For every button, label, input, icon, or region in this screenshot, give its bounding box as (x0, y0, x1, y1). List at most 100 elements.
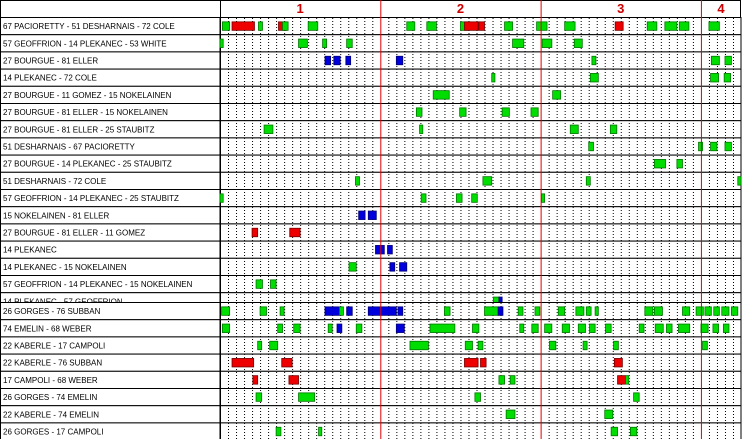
row-label: 74 EMELIN - 68 WEBER (3, 324, 92, 333)
shift-bar-even (219, 193, 224, 203)
shift-bar-even (346, 38, 353, 48)
shift-bar-even (269, 340, 279, 351)
shift-bar-even (279, 306, 285, 316)
shift-bar-even (591, 55, 597, 66)
row-label: 22 KABERLE - 76 SUBBAN (3, 359, 102, 368)
shift-bar-even (541, 38, 553, 48)
shift-bar-even (474, 392, 481, 402)
shift-bar-even (541, 193, 546, 203)
shift-bar-even (429, 323, 456, 333)
shift-bar-even (471, 193, 478, 203)
row-label: 67 PACIORETTY - 51 DESHARNAIS - 72 COLE (3, 22, 175, 31)
row-plot-cell (220, 137, 742, 156)
shift-bar-even (531, 323, 539, 333)
shift-bar-pk (252, 375, 259, 385)
shift-bar-even (698, 141, 703, 152)
shift-bar-even (723, 73, 731, 83)
shift-bar-even (270, 279, 277, 289)
shift-bar-even (737, 176, 742, 186)
shift-bar-even (724, 55, 732, 66)
shift-bar-even (222, 21, 231, 31)
shift-bar-even (676, 159, 683, 169)
shift-bar-even (498, 375, 505, 385)
shift-bar-even (708, 21, 720, 31)
shift-bar-even (339, 306, 344, 316)
shift-bar-pp (395, 55, 404, 66)
row-plot-cell (220, 51, 742, 70)
shift-bar-even (456, 193, 463, 203)
shift-bar-pk (464, 21, 479, 31)
shift-bar-even (504, 21, 513, 31)
shift-bar-even (275, 426, 282, 437)
shift-bar-pp (375, 245, 385, 255)
shift-bar-even (605, 323, 612, 333)
row-label: 57 GEOFFRION - 14 PLEKANEC - 15 NOKELAIN… (3, 280, 193, 289)
shift-bar-pk (289, 227, 301, 238)
shift-bar-even (549, 340, 557, 351)
row-plot-cell (220, 171, 742, 191)
row-label: 26 GORGES - 74 EMELIN (3, 393, 97, 402)
row-plot-cell (220, 240, 742, 259)
shift-bar-even (519, 323, 525, 333)
shift-bar-pk (614, 21, 624, 31)
shift-bar-pp (497, 306, 504, 316)
row-plot-cell (220, 405, 742, 424)
row-plot-cell (220, 68, 742, 87)
row-label: 26 GORGES - 76 SUBBAN (3, 307, 101, 316)
period-label-4: 4 (717, 1, 725, 16)
shift-bar-even (654, 323, 664, 333)
shift-bar-even (629, 426, 638, 437)
shift-bar-even (710, 55, 720, 66)
shift-bar-even (588, 141, 594, 152)
shift-bar-even (530, 107, 539, 117)
shift-bar-even (678, 21, 690, 31)
shift-bar-even (585, 306, 592, 316)
shift-bar-even (534, 306, 541, 316)
line-group-1: 67 PACIORETTY - 51 DESHARNAIS - 72 COLE 5… (0, 17, 742, 328)
row-plot-cell (220, 120, 742, 139)
shift-bar-even (730, 306, 739, 316)
shift-bar-even (432, 90, 450, 100)
shift-bar-pp (333, 55, 341, 66)
shift-bar-even (491, 73, 496, 83)
shift-bar-even (444, 306, 451, 316)
shift-bar-even (704, 306, 712, 316)
period-label-3: 3 (617, 1, 624, 16)
shift-bar-even (654, 159, 667, 169)
shift-bar-even (625, 375, 630, 385)
shift-bar-even (257, 340, 263, 351)
shift-bar-even (509, 375, 516, 385)
row-plot-cell (220, 302, 742, 321)
shift-bar-even (582, 340, 588, 351)
shift-bar-even (255, 392, 263, 402)
shift-bar-even (259, 306, 267, 316)
row-plot-cell (220, 257, 742, 276)
shift-bar-even (298, 392, 315, 402)
row-label: 27 BOURGUE - 11 GOMEZ - 15 NOKELAINEN (3, 91, 172, 100)
shift-bar-even (724, 141, 732, 152)
row-label: 17 CAMPOLI - 68 WEBER (3, 376, 98, 385)
row-label: 15 NOKELAINEN - 81 ELLER (3, 211, 109, 220)
shift-bar-even (419, 124, 424, 134)
shift-bar-even (561, 323, 570, 333)
shift-bar-even (517, 306, 524, 316)
shift-bar-even (512, 38, 525, 48)
shift-bar-even (322, 38, 328, 48)
shift-bar-even (569, 124, 579, 134)
shift-bar-pk (281, 358, 293, 368)
shift-bar-even (426, 21, 437, 31)
row-plot-cell (220, 275, 742, 294)
shift-bar-even (298, 38, 308, 48)
row-plot-cell (220, 189, 742, 208)
shift-bar-even (536, 21, 548, 31)
shift-bar-even (713, 306, 720, 316)
shift-bar-even (646, 21, 658, 31)
shift-bar-even (477, 340, 484, 351)
shift-bar-even (710, 141, 718, 152)
row-label: 14 PLEKANEC - 15 NOKELAINEN (3, 263, 127, 272)
shift-bar-even (219, 38, 224, 48)
period-header (0, 0, 741, 18)
shift-bar-even (505, 409, 516, 419)
shift-bar-even (633, 392, 640, 402)
